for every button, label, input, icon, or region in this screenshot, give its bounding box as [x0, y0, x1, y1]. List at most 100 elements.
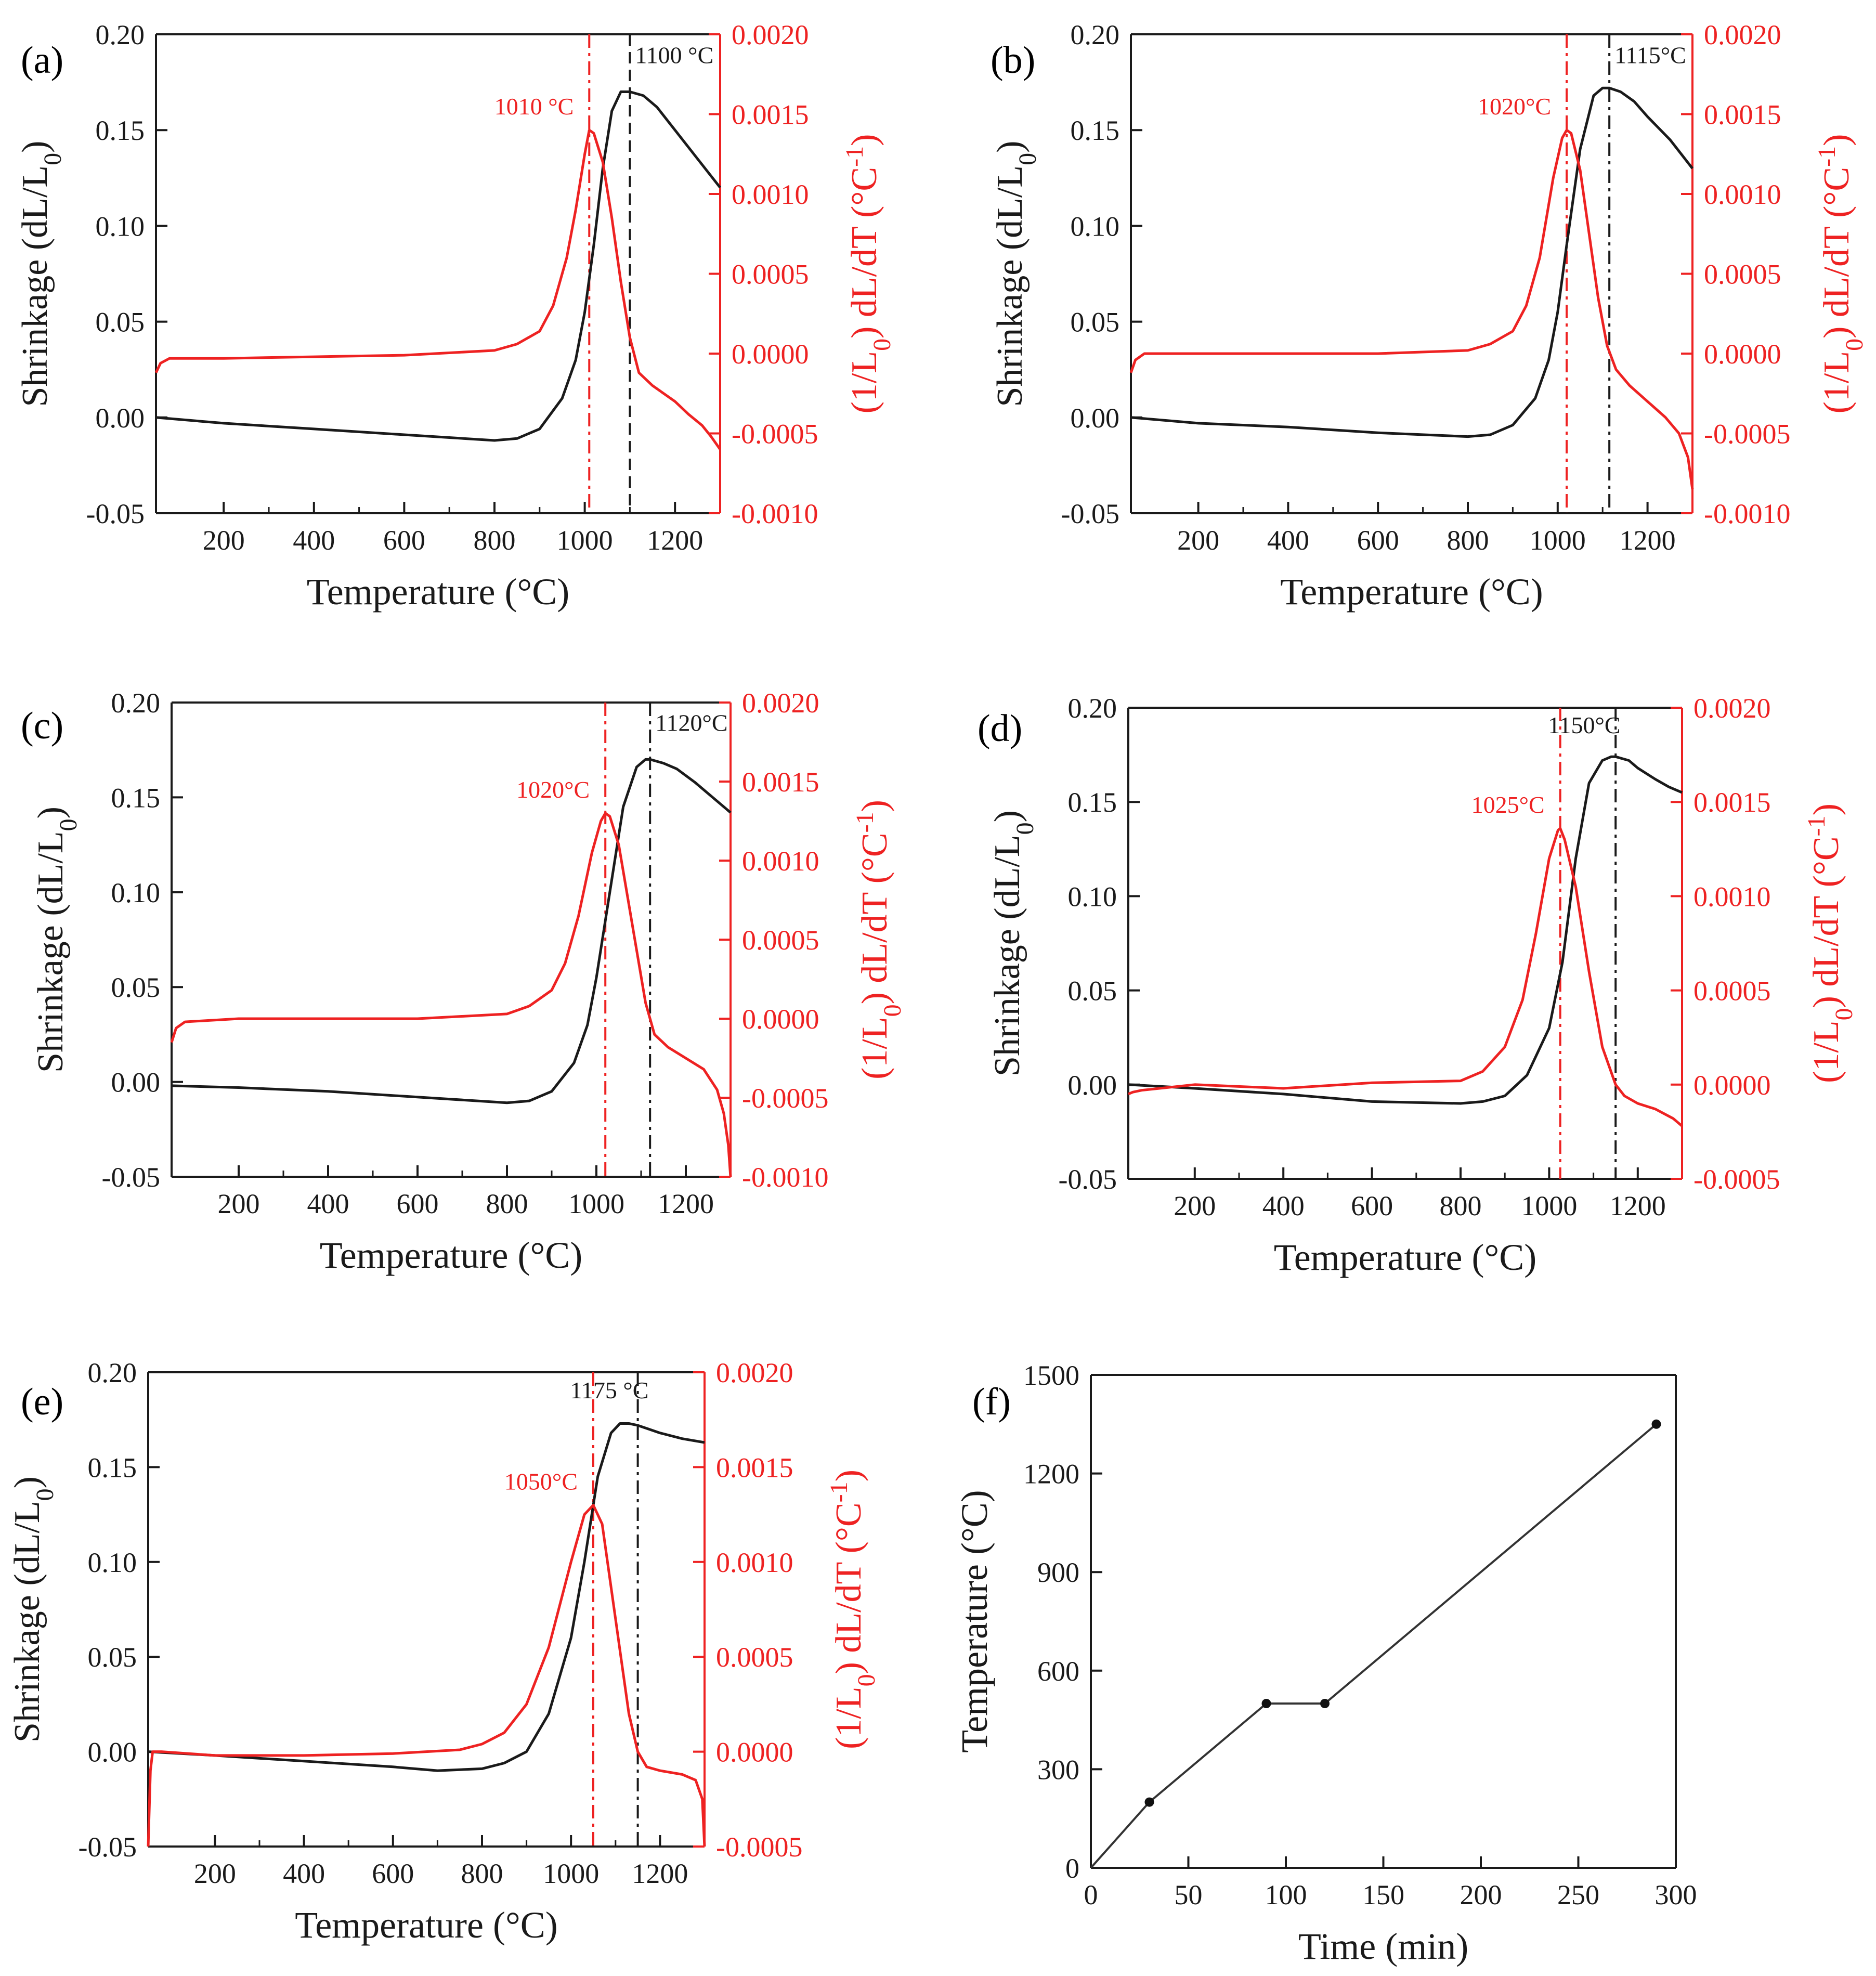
- x-tick-label: 800: [461, 1858, 503, 1889]
- y-tick-label: 300: [1037, 1754, 1079, 1785]
- x-tick-label: 400: [1262, 1190, 1305, 1221]
- x-tick-label: 200: [1460, 1879, 1502, 1910]
- heating-profile-point: [1651, 1419, 1661, 1429]
- derivative-peak-label: 1025°C: [1471, 791, 1545, 818]
- y2-tick-label: 0.0020: [742, 687, 819, 719]
- x-axis-label: Temperature (°C): [307, 571, 570, 613]
- y2-tick-label: -0.0005: [716, 1831, 802, 1863]
- panel-b: (b) 200 400 600 800 1000 1200 -0.05 0.00 0.05 0.10…: [990, 19, 1868, 613]
- shrinkage-series-line: [148, 1422, 705, 1772]
- y2-tick-label: 0.0000: [742, 1004, 819, 1035]
- y2-tick-label: 0.0020: [1693, 693, 1771, 724]
- y-tick-label: 0.00: [1068, 1070, 1117, 1101]
- y2-axis-label: (1/L0) dL/dT (°C-1): [841, 134, 896, 414]
- y-tick-label: 0.20: [96, 19, 145, 50]
- derivative-series-line: [170, 812, 732, 1177]
- x-axis-label: Temperature (°C): [295, 1904, 558, 1946]
- y-tick-label: 0.00: [1071, 402, 1120, 434]
- y-tick-label: 1500: [1023, 1360, 1079, 1391]
- x-tick-label: 400: [307, 1188, 349, 1219]
- x-tick-label: 1200: [658, 1188, 714, 1219]
- x-tick-label: 150: [1362, 1879, 1404, 1910]
- y2-tick-label: 0.0005: [716, 1642, 793, 1673]
- x-tick-label: 400: [293, 525, 335, 556]
- y2-tick-label: 0.0020: [1704, 19, 1781, 50]
- heating-profile-point: [1144, 1797, 1154, 1807]
- x-tick-label: 600: [1351, 1190, 1393, 1221]
- y-tick-label: 900: [1037, 1557, 1079, 1588]
- y-tick-label: 600: [1037, 1656, 1079, 1687]
- y-tick-label: 0.20: [111, 687, 161, 719]
- y-tick-label: 0.00: [111, 1067, 161, 1098]
- y-tick-label: 0.00: [96, 402, 145, 434]
- y2-tick-label: 0.0005: [1693, 976, 1771, 1007]
- y-tick-label: 0.10: [88, 1547, 137, 1578]
- y-tick-label: 1200: [1023, 1459, 1079, 1490]
- y-tick-label: 0.15: [1068, 787, 1117, 818]
- y-tick-label: 0.15: [88, 1452, 137, 1483]
- y2-tick-label: 0.0010: [1704, 179, 1781, 210]
- y2-tick-label: 0.0000: [1693, 1070, 1771, 1101]
- y2-tick-label: 0.0010: [732, 179, 809, 210]
- y-tick-label: 0.20: [88, 1357, 137, 1388]
- panel-d: (d) 200 400 600 800 1000 1200 -0.05 0.00 0.05 0.10…: [978, 693, 1858, 1278]
- y-tick-label: 0.05: [1068, 976, 1117, 1007]
- y-tick-label: 0: [1065, 1853, 1079, 1884]
- y-axis-label: Shrinkage (dL/L0): [990, 141, 1041, 407]
- x-tick-label: 800: [474, 525, 516, 556]
- shrinkage-max-label: 1175 °C: [570, 1377, 649, 1403]
- y2-axis-label: (1/L0) dL/dT (°C-1): [851, 800, 906, 1080]
- x-tick-label: 400: [283, 1858, 325, 1889]
- x-tick-label: 1000: [543, 1858, 599, 1889]
- derivative-peak-label: 1050°C: [504, 1468, 578, 1494]
- y-tick-label: -0.05: [79, 1831, 137, 1863]
- y-tick-label: 0.15: [1071, 115, 1120, 146]
- x-tick-label: 1200: [1620, 525, 1676, 556]
- shrinkage-max-label: 1115°C: [1614, 42, 1686, 69]
- y-tick-label: 0.05: [1071, 307, 1120, 338]
- x-tick-label: 1000: [1521, 1190, 1577, 1221]
- y-tick-label: 0.10: [96, 211, 145, 242]
- x-axis-label: Temperature (°C): [320, 1234, 583, 1276]
- x-tick-label: 1200: [647, 525, 703, 556]
- x-axis-label: Temperature (°C): [1280, 571, 1543, 613]
- shrinkage-series-line: [155, 90, 721, 442]
- y2-tick-label: 0.0005: [1704, 259, 1781, 290]
- heating-profile-line: [1090, 1423, 1657, 1869]
- x-tick-label: 200: [203, 525, 245, 556]
- x-tick-label: 300: [1655, 1879, 1697, 1910]
- y2-axis-label: (1/L0) dL/dT (°C-1): [825, 1470, 880, 1749]
- x-tick-label: 800: [1440, 1190, 1482, 1221]
- panel-caption: (a): [21, 39, 63, 82]
- y-axis-label: Shrinkage (dL/L0): [987, 810, 1039, 1076]
- x-tick-label: 600: [383, 525, 425, 556]
- y-tick-label: 0.10: [111, 877, 161, 908]
- y-axis-label: Shrinkage (dL/L0): [15, 141, 67, 407]
- shrinkage-series-line: [1130, 86, 1693, 438]
- y-tick-label: 0.05: [96, 307, 145, 338]
- y2-tick-label: 0.0000: [732, 339, 809, 370]
- y2-tick-label: -0.0005: [742, 1083, 828, 1114]
- y2-tick-label: -0.0005: [1704, 419, 1790, 450]
- panel-caption: (d): [978, 707, 1022, 750]
- y2-tick-label: 0.0015: [732, 99, 809, 131]
- derivative-series-line: [1129, 128, 1694, 490]
- y-axis-label: Shrinkage (dL/L0): [7, 1476, 59, 1743]
- panel-c: (c) 200 400 600 800 1000 1200 -0.05 0.00 0.05 0.10…: [21, 687, 906, 1276]
- y2-tick-label: 0.0020: [732, 19, 809, 50]
- panel-caption: (f): [972, 1381, 1011, 1423]
- x-tick-label: 100: [1265, 1879, 1307, 1910]
- derivative-peak-label: 1020°C: [516, 776, 590, 803]
- x-tick-label: 1000: [557, 525, 613, 556]
- derivative-series-line: [147, 1503, 706, 1847]
- shrinkage-series-line: [1128, 755, 1683, 1105]
- y-tick-label: -0.05: [86, 498, 145, 529]
- y-tick-label: 0.10: [1071, 211, 1120, 242]
- x-tick-label: 1000: [568, 1188, 624, 1219]
- heating-profile-point: [1320, 1699, 1330, 1708]
- y-tick-label: -0.05: [1061, 498, 1119, 529]
- y-tick-label: 0.05: [111, 972, 161, 1003]
- y-axis-label: Temperature (°C): [954, 1490, 995, 1753]
- y-tick-label: 0.20: [1071, 19, 1120, 50]
